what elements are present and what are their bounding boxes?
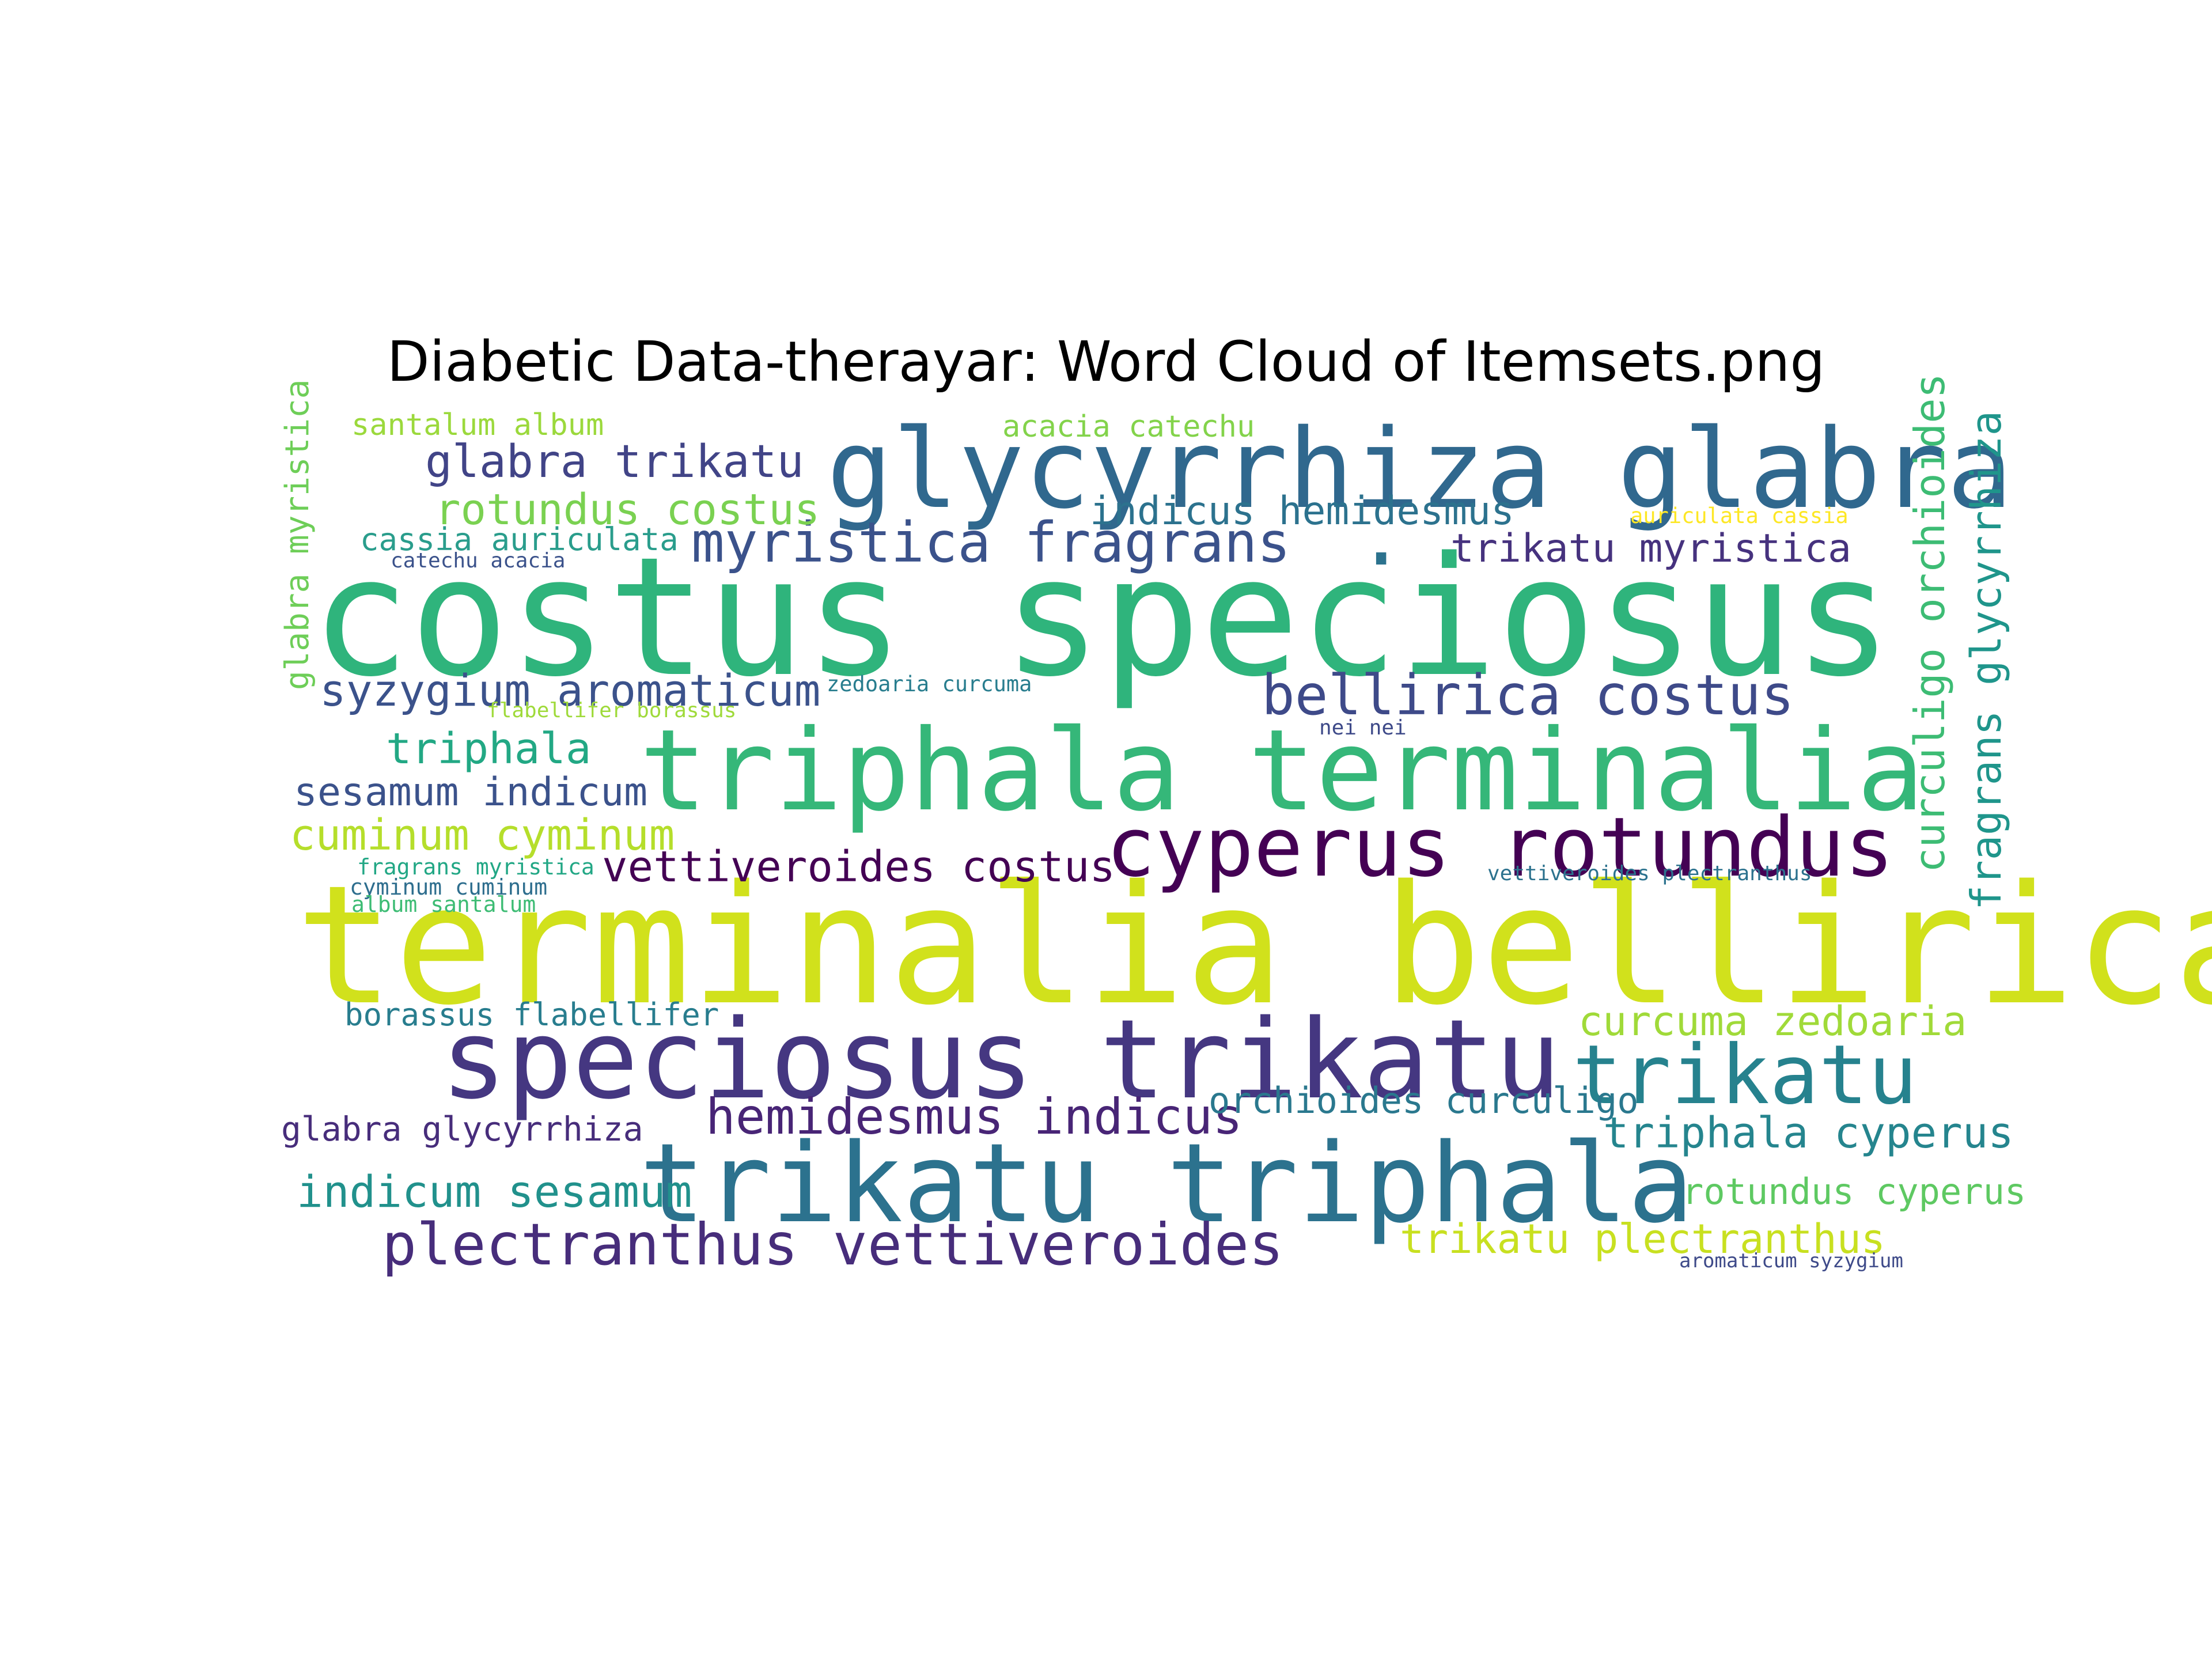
word-orchioides-curculigo: orchioides curculigo	[1209, 1080, 1639, 1122]
word-borassus-flabellifer: borassus flabellifer	[344, 997, 719, 1033]
word-cuminum-cyminum: cuminum cyminum	[290, 810, 675, 860]
word-album-santalum: album santalum	[351, 892, 536, 917]
word-vettiveroides-costus: vettiveroides costus	[602, 842, 1115, 892]
word-triphala-terminalia: triphala terminalia	[639, 705, 1925, 836]
chart-title: Diabetic Data-therayar: Word Cloud of It…	[387, 329, 1825, 394]
word-vettiveroides-plectranthus: vettiveroides plectranthus	[1487, 862, 1812, 885]
word-rotundus-costus: rotundus costus	[435, 485, 820, 535]
word-plectranthus-vettiveroides: plectranthus vettiveroides	[382, 1211, 1283, 1278]
word-rotundus-cyperus: rotundus cyperus	[1682, 1171, 2026, 1213]
word-flabellifer-borassus: flabellifer borassus	[487, 699, 736, 722]
word-glabra-glycyrrhiza: glabra glycyrrhiza	[281, 1109, 643, 1149]
word-glabra-myristica: glabra myristica	[279, 380, 316, 690]
word-syzygium-aromaticum: syzygium aromaticum	[320, 665, 820, 716]
word-glycyrrhiza-glabra: glycyrrhiza glabra	[827, 406, 2013, 533]
word-trikatu-myristica: trikatu myristica	[1450, 526, 1851, 571]
word-cassia-auriculata: cassia auriculata	[360, 521, 679, 558]
word-glabra-trikatu: glabra trikatu	[425, 436, 804, 488]
word-triphala: triphala	[386, 724, 591, 774]
word-bellirica-costus: bellirica costus	[1262, 663, 1794, 728]
word-terminalia-bellirica: terminalia bellirica	[296, 850, 2212, 1041]
word-catechu-acacia: catechu acacia	[391, 549, 565, 573]
word-speciosus-trikatu: speciosus trikatu	[441, 996, 1561, 1123]
word-trikatu: trikatu	[1573, 1028, 1917, 1123]
word-auriculata-cassia: auriculata cassia	[1630, 503, 1849, 528]
word-triphala-cyperus: triphala cyperus	[1603, 1108, 2014, 1158]
word-curculigo-orchioides: curculigo orchioides	[1906, 373, 1954, 873]
word-zedoaria-curcuma: zedoaria curcuma	[827, 672, 1032, 696]
word-costus-speciosus: costus speciosus	[311, 522, 1892, 713]
word-trikatu-plectranthus: trikatu plectranthus	[1400, 1215, 1885, 1263]
word-dot: .	[1357, 489, 1406, 584]
word-fragrans-myristica: fragrans myristica	[357, 854, 594, 880]
word-indicum-sesamum: indicum sesamum	[297, 1166, 692, 1217]
word-acacia-catechu: acacia catechu	[1002, 410, 1255, 444]
word-hemidesmus-indicus: hemidesmus indicus	[706, 1088, 1243, 1146]
word-curcuma-zedoaria: curcuma zedoaria	[1578, 998, 1967, 1045]
word-santalum-album: santalum album	[351, 408, 604, 442]
word-cyminum-cuminum: cyminum cuminum	[350, 874, 547, 900]
word-sesamum-indicum: sesamum indicum	[294, 770, 647, 815]
word-myristica-fragrans: myristica fragrans	[691, 510, 1290, 575]
word-aromaticum-syzygium: aromaticum syzygium	[1679, 1249, 1903, 1272]
word-fragrans-glycyrrhiza: fragrans glycyrrhiza	[1962, 411, 2010, 910]
word-cyperus-rotundus: cyperus rotundus	[1106, 800, 1894, 895]
word-trikatu-triphala: trikatu triphala	[639, 1120, 1694, 1247]
word-indicus-hemidesmus: indicus hemidesmus	[1090, 488, 1514, 534]
word-nei-nei: nei nei	[1319, 716, 1407, 740]
